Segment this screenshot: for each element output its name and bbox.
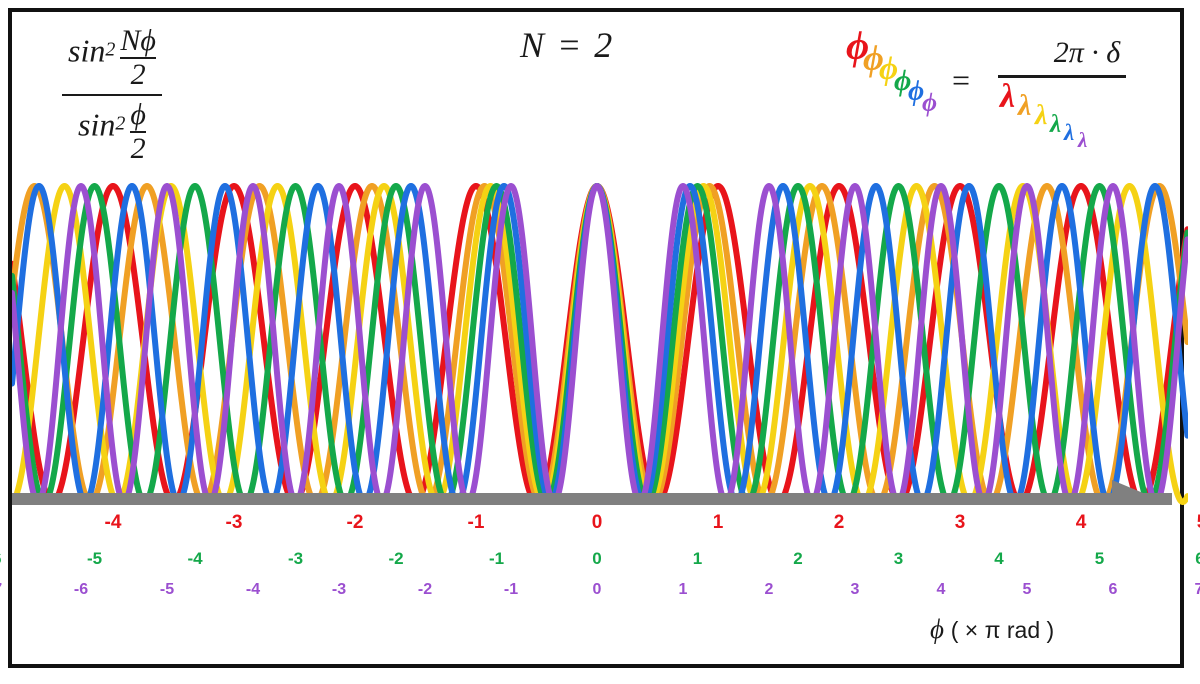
tick-label: -4 <box>187 549 203 568</box>
formula-denominator-arg-top: ϕ <box>130 98 146 131</box>
formula-denominator-exponent: 2 <box>115 112 126 135</box>
lambda-symbol-purple: λ <box>1078 128 1088 152</box>
phi-symbol-yellow: ϕ <box>879 51 899 87</box>
tick-row-red: -4 -3 -2 -1 0 1 2 3 4 5 <box>0 512 1200 538</box>
tick-label: -1 <box>467 512 485 533</box>
n-value-label: N = 2 <box>520 25 615 65</box>
phi-symbol-green: ϕ <box>894 64 912 97</box>
formula-numerator-fn: sin <box>68 32 106 69</box>
lambda-symbol-blue: λ <box>1064 120 1075 145</box>
tick-label: 5 <box>1022 581 1032 598</box>
tick-label: 2 <box>833 512 845 533</box>
tick-label: 1 <box>678 581 688 598</box>
tick-label: -5 <box>159 581 175 598</box>
tick-label: 5 <box>1197 512 1200 534</box>
tick-label: -6 <box>0 549 2 569</box>
lambda-symbol-orange: λ <box>1018 89 1032 122</box>
tick-label: -6 <box>73 581 89 598</box>
tick-label: 4 <box>936 581 946 598</box>
tick-label: 2 <box>764 581 774 598</box>
tick-label: 7 <box>1194 581 1200 598</box>
tick-label: -1 <box>503 581 519 598</box>
tick-label: 3 <box>850 581 860 598</box>
tick-label: 0 <box>591 512 603 533</box>
tick-label: 1 <box>712 512 724 533</box>
tick-label: -2 <box>388 549 404 568</box>
tick-label: -2 <box>346 512 364 533</box>
lambda-symbol-yellow: λ <box>1035 100 1048 131</box>
tick-label: 3 <box>954 512 966 533</box>
formula-denominator-fn: sin <box>78 106 116 143</box>
tick-row-purple: -7 -6 -5 -4 -3 -2 -1 0 1 2 3 4 5 6 7 <box>0 581 1200 607</box>
x-axis-units: ( × π rad ) <box>950 617 1055 643</box>
tick-label: -5 <box>86 549 103 568</box>
tick-label: -2 <box>417 581 433 598</box>
x-axis-arrow-icon <box>1112 480 1172 505</box>
tick-label: -3 <box>287 549 304 568</box>
x-axis-bar <box>12 493 1172 505</box>
lambda-symbol-red: λ <box>1000 78 1016 115</box>
phi-symbol-red: ϕ <box>846 23 870 68</box>
phi-symbol-purple: ϕ <box>922 88 938 117</box>
x-axis-symbol: ϕ <box>930 614 944 644</box>
tick-label: -4 <box>104 512 122 533</box>
phase-equation-fraction-bar <box>998 75 1126 78</box>
tick-label: 0 <box>592 581 602 598</box>
tick-row-green: -6 -5 -4 -3 -2 -1 0 1 2 3 4 5 6 <box>0 549 1200 575</box>
tick-label: 2 <box>793 549 803 568</box>
tick-label: -4 <box>245 581 261 598</box>
lambda-symbol-green: λ <box>1050 111 1062 138</box>
x-axis-title: ϕ ( × π rad ) <box>930 614 1054 645</box>
tick-label: 4 <box>994 549 1004 568</box>
tick-label: 3 <box>893 549 904 568</box>
phi-symbol-blue: ϕ <box>908 76 925 107</box>
interference-curves <box>12 183 1188 505</box>
tick-label: -3 <box>331 581 347 598</box>
tick-label: 5 <box>1094 549 1105 568</box>
formula-numerator-arg-bottom: 2 <box>130 58 146 91</box>
tick-label: 6 <box>1195 549 1200 569</box>
phi-symbol-orange: ϕ <box>863 38 884 78</box>
tick-label: -3 <box>225 512 243 533</box>
equals-sign: = <box>952 62 971 98</box>
tick-label: 6 <box>1108 581 1118 598</box>
tick-label: -1 <box>488 549 505 568</box>
formula-denominator-arg-bottom: 2 <box>130 132 146 165</box>
tick-label: 1 <box>692 549 703 568</box>
tick-label: -7 <box>0 581 2 599</box>
formula-numerator-exponent: 2 <box>105 38 116 61</box>
formula-numerator-arg-top: Nϕ <box>120 24 156 57</box>
phase-equation-numerator: 2π · δ <box>1053 36 1121 69</box>
tick-label: 0 <box>592 549 602 568</box>
interference-plot <box>12 182 1188 508</box>
tick-label: 4 <box>1075 512 1087 533</box>
intensity-formula: sin2 Nϕ 2 sin2 ϕ 2 <box>62 26 162 164</box>
